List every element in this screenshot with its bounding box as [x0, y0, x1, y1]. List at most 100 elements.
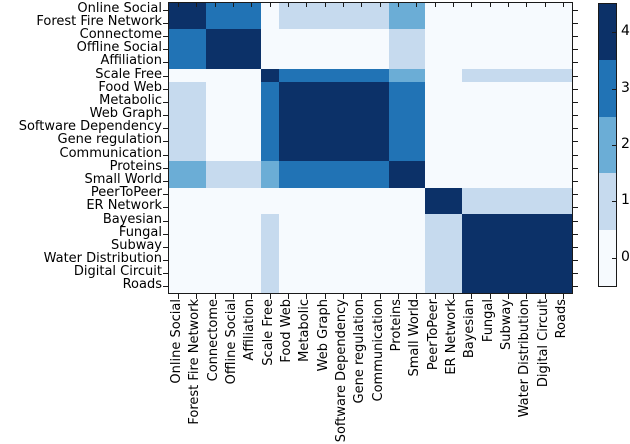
heatmap-cell — [480, 174, 499, 188]
y-tick-left — [163, 62, 168, 64]
heatmap-cell — [480, 82, 499, 96]
heatmap-cell — [242, 279, 261, 294]
y-tick-right — [573, 62, 578, 64]
heatmap-cell — [260, 3, 280, 17]
heatmap-cell — [462, 108, 481, 122]
heatmap-cell — [407, 68, 426, 83]
heatmap-cell — [242, 82, 261, 96]
heatmap-cell — [407, 3, 426, 17]
heatmap-cell — [333, 187, 353, 201]
heatmap-cell — [553, 3, 573, 17]
heatmap-cell — [187, 227, 206, 241]
heatmap-cell — [553, 82, 573, 96]
x-tick-top — [379, 3, 381, 7]
heatmap-cell — [205, 95, 225, 109]
heatmap-cell — [517, 240, 536, 254]
heatmap-cell — [498, 148, 518, 162]
x-tick-bottom — [361, 294, 363, 299]
heatmap-cell — [443, 121, 463, 135]
heatmap-cell — [278, 95, 298, 109]
heatmap-cell — [388, 240, 408, 254]
x-tick-bottom — [269, 294, 271, 299]
heatmap-cell — [535, 108, 554, 122]
heatmap-cell — [425, 55, 444, 70]
heatmap-cell — [498, 68, 518, 83]
heatmap-cell — [315, 200, 335, 215]
heatmap-cell — [535, 174, 554, 188]
heatmap-cell — [443, 279, 463, 294]
heatmap-cell — [297, 227, 316, 241]
heatmap-cell — [352, 174, 371, 188]
heatmap-cell — [462, 134, 481, 149]
heatmap-cell — [223, 279, 243, 294]
x-tick-bottom — [214, 294, 216, 299]
heatmap-cell — [352, 16, 371, 30]
heatmap-cell — [480, 213, 499, 228]
y-tick-left — [163, 273, 168, 275]
heatmap-cell — [407, 227, 426, 241]
heatmap-cell — [462, 95, 481, 109]
x-tick-top — [471, 3, 473, 7]
heatmap-cell — [388, 121, 408, 135]
heatmap-cell — [388, 16, 408, 30]
x-tick-bottom — [507, 294, 509, 299]
heatmap-cell — [297, 174, 316, 188]
heatmap-cell — [297, 187, 316, 201]
x-tick-top — [416, 3, 418, 7]
heatmap-cell — [407, 148, 426, 162]
heatmap-cell — [425, 42, 444, 56]
y-tick-left — [163, 180, 168, 182]
heatmap-cell — [388, 174, 408, 188]
heatmap-cell — [498, 42, 518, 56]
heatmap-cell — [169, 121, 188, 135]
y-tick-label: Fungal — [118, 224, 162, 240]
heatmap-cell — [480, 161, 499, 175]
heatmap-cell — [297, 279, 316, 294]
heatmap-cell — [388, 161, 408, 175]
heatmap-cell — [535, 213, 554, 228]
heatmap-cell — [223, 82, 243, 96]
x-tick-bottom — [324, 294, 326, 299]
heatmap-cell — [425, 174, 444, 188]
heatmap-cell — [260, 55, 280, 70]
heatmap-cell — [223, 200, 243, 215]
heatmap-cell — [553, 266, 573, 280]
y-tick-right — [573, 246, 578, 248]
heatmap-cell — [333, 55, 353, 70]
x-tick-bottom — [489, 294, 491, 299]
heatmap-cell — [498, 240, 518, 254]
x-tick-label: Gene regulation — [352, 299, 368, 404]
heatmap-cell — [425, 121, 444, 135]
heatmap-cell — [352, 134, 371, 149]
y-tick-left — [163, 167, 168, 169]
heatmap-cell — [388, 29, 408, 43]
heatmap-cell — [498, 29, 518, 43]
heatmap-cell — [315, 55, 335, 70]
x-tick-top — [269, 3, 271, 7]
heatmap-cell — [443, 227, 463, 241]
x-tick-label: ER Network — [443, 299, 459, 375]
y-tick-left — [163, 35, 168, 37]
heatmap-cell — [425, 148, 444, 162]
y-tick-left — [163, 260, 168, 262]
heatmap-cell — [333, 29, 353, 43]
heatmap-cell — [535, 29, 554, 43]
heatmap-cell — [425, 227, 444, 241]
heatmap-cell — [315, 227, 335, 241]
heatmap-cell — [333, 148, 353, 162]
heatmap-cell — [169, 279, 188, 294]
heatmap-cell — [352, 266, 371, 280]
y-tick-left — [163, 22, 168, 24]
heatmap-cell — [517, 3, 536, 17]
heatmap-cell — [535, 82, 554, 96]
heatmap-cell — [480, 68, 499, 83]
heatmap-cell — [260, 213, 280, 228]
heatmap-cell — [242, 148, 261, 162]
heatmap-cell — [370, 95, 390, 109]
heatmap-cell — [407, 253, 426, 267]
heatmap-cell — [187, 148, 206, 162]
heatmap-cell — [352, 121, 371, 135]
heatmap-cell — [517, 148, 536, 162]
heatmap-cell — [187, 29, 206, 43]
heatmap-cell — [187, 134, 206, 149]
